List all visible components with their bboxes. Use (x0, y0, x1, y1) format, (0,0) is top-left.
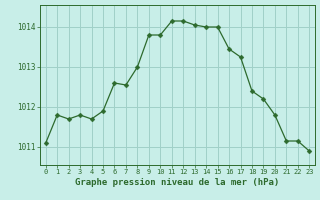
X-axis label: Graphe pression niveau de la mer (hPa): Graphe pression niveau de la mer (hPa) (76, 178, 280, 187)
